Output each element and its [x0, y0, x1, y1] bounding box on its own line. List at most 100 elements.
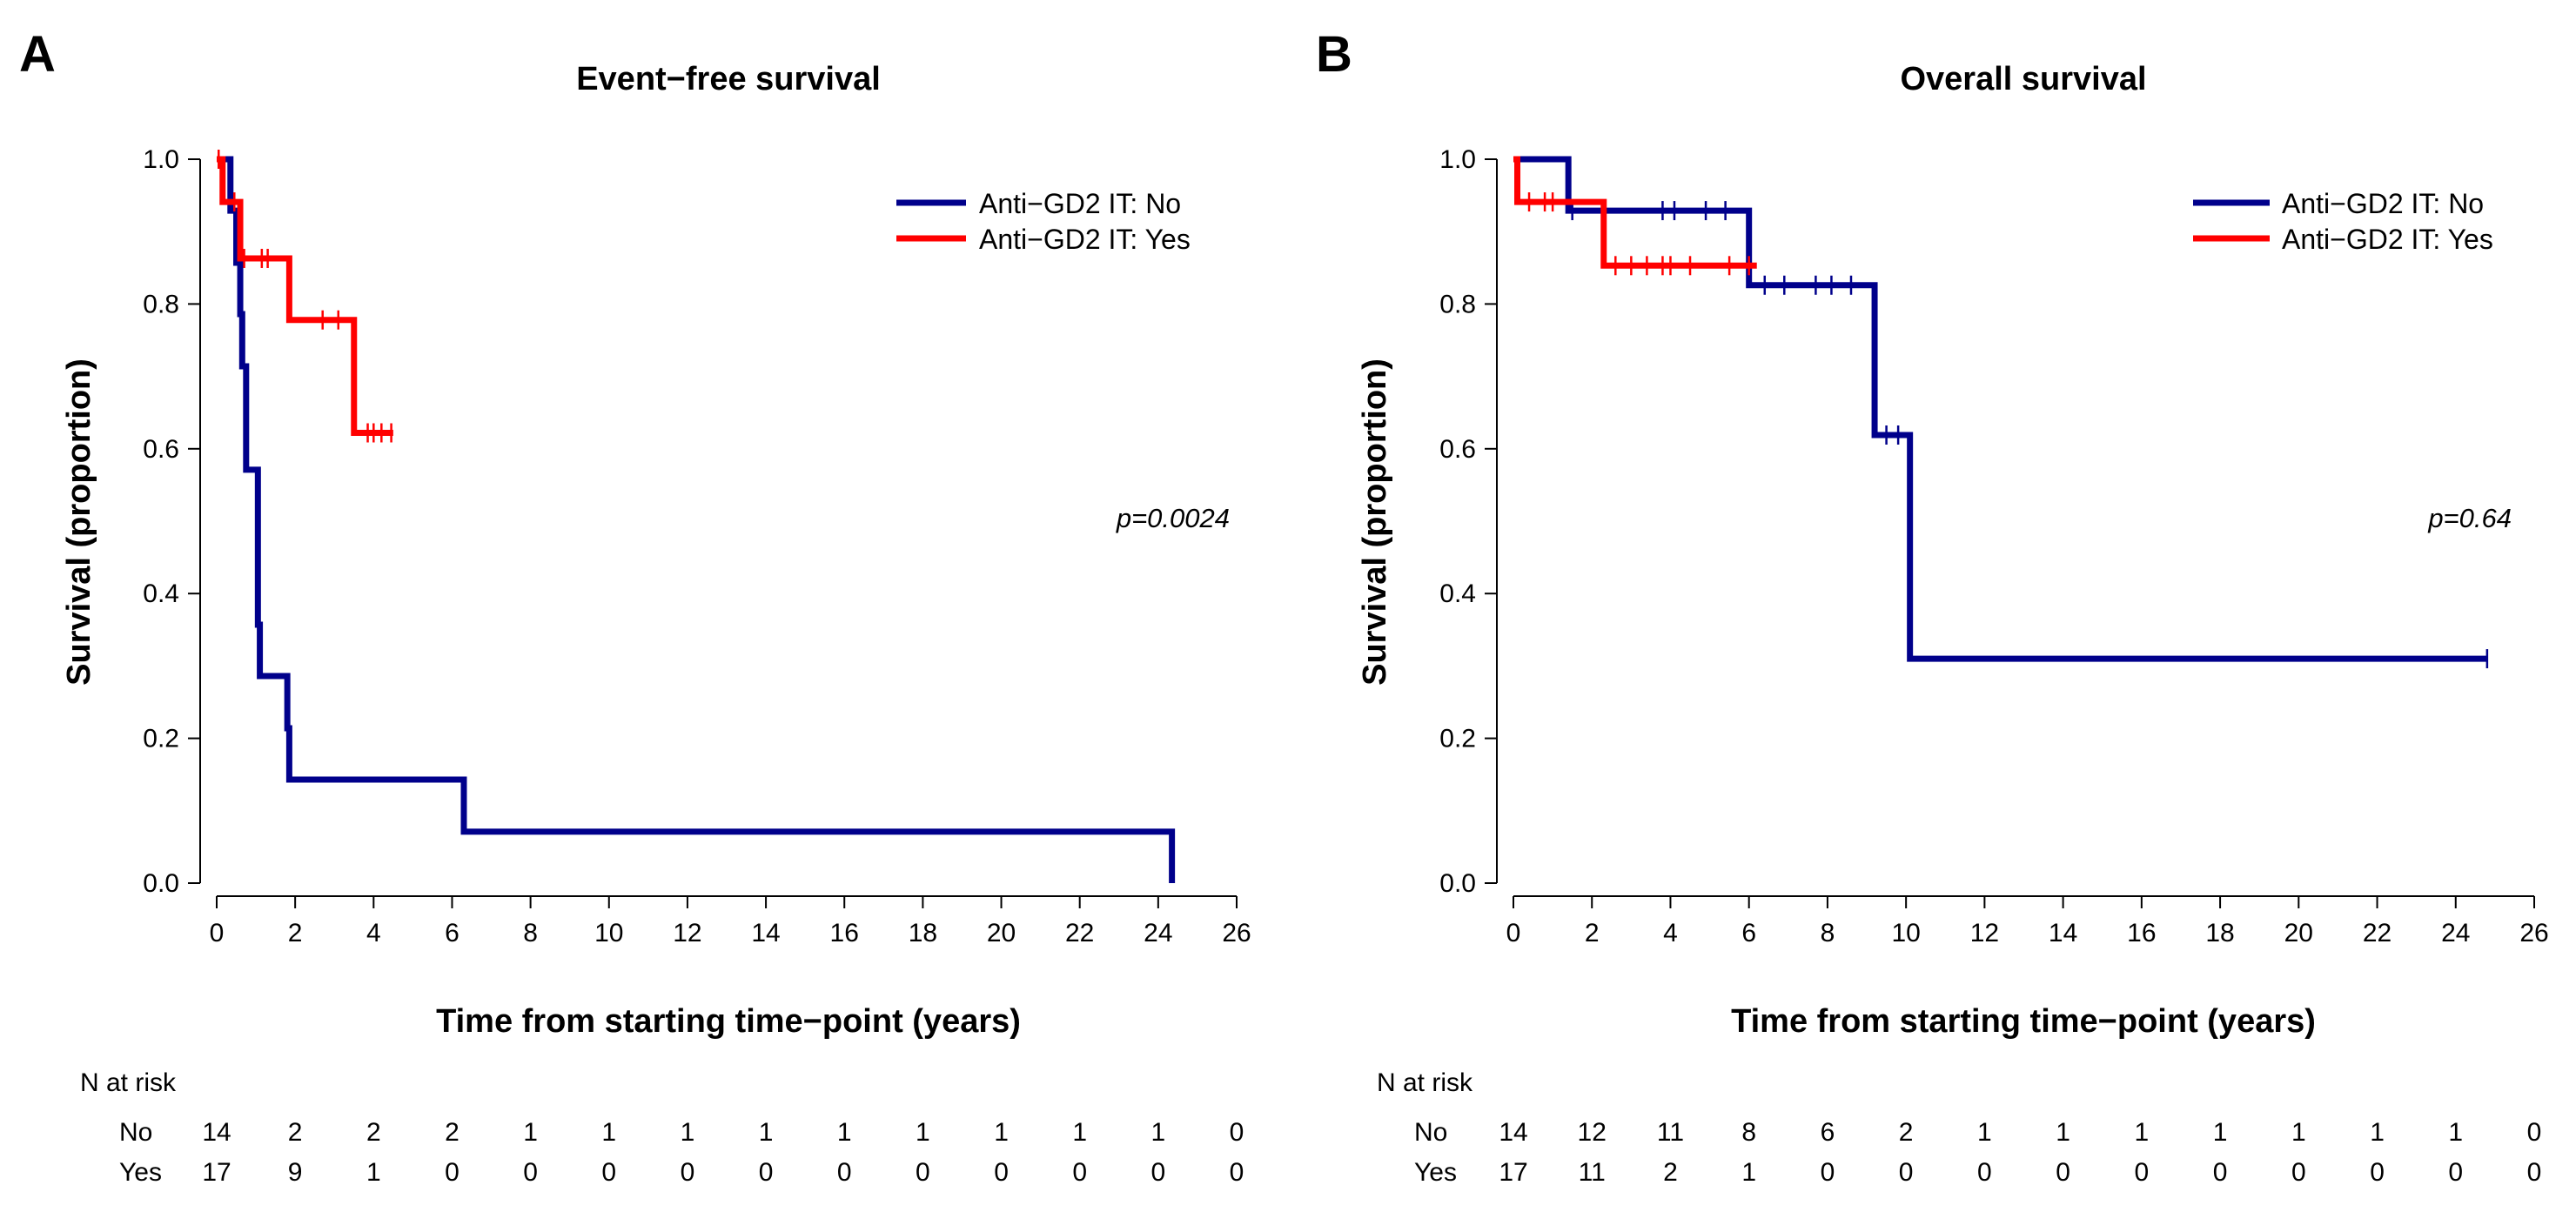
panel-b-p-value: p=0.64	[2427, 503, 2512, 533]
panel-a-at-risk-value-no: 2	[445, 1118, 460, 1147]
panel-a-at-risk-value-yes: 0	[681, 1158, 695, 1187]
panel-a-legend-no-label: Anti−GD2 IT: No	[979, 188, 1181, 219]
panel-b-at-risk-value-no: 6	[1821, 1118, 1835, 1147]
panel-b-x-tick-label: 22	[2363, 919, 2392, 948]
panel-b-x-tick-label: 10	[1891, 919, 1920, 948]
panel-a-at-risk-heading: N at risk	[80, 1068, 177, 1097]
panel-a-x-tick-label: 4	[366, 919, 381, 948]
panel-a-y-tick-label: 0.2	[143, 725, 179, 753]
panel-b-x-tick-label: 16	[2127, 919, 2156, 948]
panel-a-y-tick-label: 0.4	[143, 579, 179, 608]
panel-a-at-risk-value-no: 2	[288, 1118, 303, 1147]
panel-a-at-risk-value-no: 1	[523, 1118, 538, 1147]
panel-a-title: Event−free survival	[576, 61, 881, 97]
panel-b-at-risk-value-yes: 0	[2291, 1158, 2306, 1187]
panel-b-x-tick-label: 18	[2205, 919, 2234, 948]
panel-b-at-risk-heading: N at risk	[1377, 1068, 1473, 1097]
panel-b-curve-no	[1513, 156, 2487, 662]
panel-b-letter: B	[1316, 26, 1352, 83]
panel-a-at-risk-value-no: 1	[994, 1118, 1009, 1147]
panel-b-x-tick-label: 2	[1585, 919, 1600, 948]
panel-a-x-tick-label: 14	[751, 919, 780, 948]
panel-b-x-tick-label: 20	[2284, 919, 2313, 948]
panel-a-y-axis-label: Survival (proportion)	[61, 358, 97, 686]
panel-b-at-risk-value-yes: 0	[1821, 1158, 1835, 1187]
panel-a-at-risk-value-no: 1	[916, 1118, 930, 1147]
panel-b-x-tick-label: 12	[1970, 919, 1999, 948]
panel-b-x-tick-label: 24	[2441, 919, 2470, 948]
panel-a-p-value: p=0.0024	[1116, 503, 1230, 533]
panel-a-letter: A	[19, 26, 56, 83]
panel-b-x-axis-label: Time from starting time−point (years)	[1731, 1003, 2316, 1040]
panel-b-y-tick-label: 1.0	[1439, 145, 1476, 174]
panel-a-x-tick-label: 20	[987, 919, 1016, 948]
panel-b-x-tick-label: 4	[1663, 919, 1678, 948]
panel-b-at-risk-value-yes: 11	[1579, 1158, 1606, 1187]
panel-a-at-risk-label-yes: Yes	[119, 1158, 162, 1187]
panel-a-at-risk-value-yes: 0	[994, 1158, 1009, 1187]
panel-b-at-risk-value-no: 1	[2135, 1118, 2150, 1147]
panel-a-at-risk-value-no: 2	[366, 1118, 381, 1147]
panel-a-x-tick-label: 24	[1144, 919, 1172, 948]
panel-a-x-tick-label: 16	[830, 919, 859, 948]
panel-a-at-risk-value-yes: 0	[445, 1158, 460, 1187]
panel-a-at-risk-value-no: 1	[681, 1118, 695, 1147]
panel-b-at-risk-value-no: 14	[1499, 1118, 1527, 1147]
panel-a-at-risk-value-yes: 17	[202, 1158, 231, 1187]
panel-a-at-risk-value-no: 1	[759, 1118, 774, 1147]
panel-a-legend-yes-label: Anti−GD2 IT: Yes	[979, 224, 1191, 255]
panel-b-at-risk-label-yes: Yes	[1414, 1158, 1457, 1187]
panel-b-at-risk-value-yes: 17	[1499, 1158, 1527, 1187]
panel-b-at-risk-value-no: 8	[1741, 1118, 1756, 1147]
panel-a-at-risk-value-yes: 0	[837, 1158, 852, 1187]
panel-b-at-risk-value-no: 1	[2448, 1118, 2463, 1147]
panel-a-y-tick-label: 0.8	[143, 290, 179, 318]
panel-a-x-tick-label: 10	[594, 919, 623, 948]
panel-b-at-risk-value-yes: 1	[1741, 1158, 1756, 1187]
panel-a-at-risk-value-no: 1	[837, 1118, 852, 1147]
panel-a-y-tick-label: 1.0	[143, 145, 179, 174]
panel-b-legend-yes-label: Anti−GD2 IT: Yes	[2282, 224, 2493, 255]
panel-a-y-tick-label: 0.0	[143, 869, 179, 898]
panel-b-at-risk-value-no: 1	[2213, 1118, 2228, 1147]
panel-b-at-risk-value-no: 12	[1578, 1118, 1607, 1147]
panel-b-at-risk-value-yes: 0	[2527, 1158, 2542, 1187]
panel-a-at-risk-value-no: 1	[601, 1118, 616, 1147]
panel-a-at-risk-value-yes: 0	[523, 1158, 538, 1187]
panel-b-at-risk-value-no: 1	[2291, 1118, 2306, 1147]
panel-a-x-tick-label: 6	[445, 919, 460, 948]
panel-a-curve-yes	[217, 156, 393, 436]
panel-b-x-tick-label: 6	[1741, 919, 1756, 948]
panel-a-at-risk-value-yes: 0	[601, 1158, 616, 1187]
panel-b-y-tick-label: 0.4	[1439, 579, 1476, 608]
panel-a-at-risk-value-yes: 1	[366, 1158, 381, 1187]
panel-b-at-risk-value-yes: 0	[2370, 1158, 2385, 1187]
panel-b-x-tick-label: 8	[1821, 919, 1835, 948]
panel-a-x-tick-label: 22	[1065, 919, 1094, 948]
panel-b-title: Overall survival	[1900, 61, 2146, 97]
panel-a-at-risk-value-no: 1	[1072, 1118, 1087, 1147]
panel-b-x-tick-label: 14	[2049, 919, 2077, 948]
panel-a-plot-area: 0 2 4 6 8 10 12 14 16 18 20 22 24 260.00.20.40.60.81.…	[143, 145, 1251, 1187]
panel-a-at-risk-value-no: 14	[202, 1118, 231, 1147]
panel-b-y-tick-label: 0.0	[1439, 869, 1476, 898]
panel-a-y-tick-label: 0.6	[143, 435, 179, 464]
panel-b-at-risk-value-no: 2	[1899, 1118, 1914, 1147]
panel-b-legend-no-label: Anti−GD2 IT: No	[2282, 188, 2484, 219]
panel-a-at-risk-value-yes: 0	[759, 1158, 774, 1187]
panel-b-y-tick-label: 0.8	[1439, 290, 1476, 318]
panel-a-at-risk-value-yes: 0	[1151, 1158, 1166, 1187]
panel-b-at-risk-value-no: 1	[2056, 1118, 2070, 1147]
panel-a-x-tick-label: 12	[673, 919, 701, 948]
panel-b-at-risk-value-yes: 0	[2135, 1158, 2150, 1187]
panel-b-y-tick-label: 0.2	[1439, 725, 1476, 753]
panel-a-x-tick-label: 0	[210, 919, 225, 948]
panel-a-at-risk-value-yes: 9	[288, 1158, 303, 1187]
panel-b-at-risk-value-no: 1	[2370, 1118, 2385, 1147]
panel-a-x-tick-label: 8	[523, 919, 538, 948]
panel-a-at-risk-value-yes: 0	[1072, 1158, 1087, 1187]
panel-b-at-risk-value-no: 1	[1977, 1118, 1992, 1147]
panel-a-x-tick-label: 18	[909, 919, 937, 948]
panel-a-at-risk-label-no: No	[119, 1118, 152, 1147]
panel-b-x-tick-label: 0	[1506, 919, 1521, 948]
